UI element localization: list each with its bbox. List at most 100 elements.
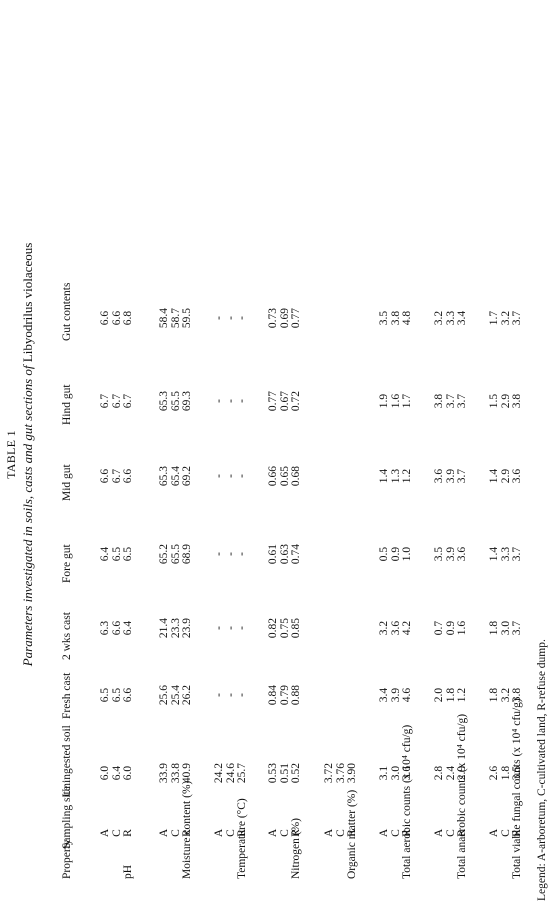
table-cell: 1.8: [499, 765, 512, 781]
sampling-site: R: [401, 829, 414, 837]
table-cell: 0.84: [267, 684, 279, 706]
table-cell: 6.4: [110, 765, 123, 781]
table-cell: 3.8: [511, 393, 524, 409]
table-cell: 3.7: [511, 310, 524, 326]
table-cell: 3.8: [433, 393, 445, 409]
table-cell: 2.9: [499, 468, 512, 484]
table-cell: 3.6: [456, 546, 469, 562]
table-cell: 3.0: [389, 765, 402, 781]
table-cell: 0.77: [290, 307, 303, 329]
table-cell: 3.5: [433, 546, 445, 562]
table-cell: 65.5: [169, 390, 182, 412]
column-header: Fore gut: [61, 544, 73, 583]
table-cell: 3.9: [444, 468, 457, 484]
table-cell: 0.9: [444, 620, 457, 636]
table-cell: 0.72: [290, 390, 303, 412]
table-cell: -: [213, 552, 225, 556]
table-cell: 6.5: [99, 687, 111, 703]
table-cell: -: [224, 693, 237, 697]
table-cell: 65.3: [158, 390, 170, 412]
table-cell: 0.75: [278, 617, 291, 639]
column-header: Mid gut: [61, 464, 73, 501]
sampling-site: C: [110, 829, 123, 837]
table-cell: -: [213, 626, 225, 630]
property-label: Total viable fungal counts (x 10⁴ cfu/g): [511, 698, 524, 879]
table-cell: 3.7: [511, 546, 524, 562]
table-cell: 3.6: [389, 620, 402, 636]
table-cell: 65.3: [158, 465, 170, 487]
table-cell: 3.7: [456, 468, 469, 484]
sampling-site: C: [334, 829, 347, 837]
table-cell: -: [224, 626, 237, 630]
sampling-site: R: [456, 829, 469, 837]
table-cell: 2.6: [488, 765, 500, 781]
table-cell: 0.82: [267, 617, 279, 639]
table-cell: 59.5: [181, 307, 194, 329]
table-cell: 6.7: [122, 393, 135, 409]
table-cell: 6.6: [122, 687, 135, 703]
table-cell: 0.66: [267, 465, 279, 487]
table-cell: 1.8: [488, 687, 500, 703]
sampling-site: C: [499, 829, 512, 837]
table-cell: -: [224, 399, 237, 403]
sampling-site: A: [488, 828, 500, 838]
table-cell: 3.9: [389, 687, 402, 703]
table-cell: 0.5: [378, 546, 390, 562]
table-cell: 6.6: [110, 310, 123, 326]
sampling-site: A: [433, 828, 445, 838]
table-cell: 2.9: [456, 765, 469, 781]
table-cell: 3.6: [401, 765, 414, 781]
table-cell: -: [236, 552, 249, 556]
table-cell: 6.6: [99, 468, 111, 484]
sampling-site: A: [323, 828, 335, 838]
table-cell: 1.7: [401, 393, 414, 409]
table-cell: 0.88: [290, 684, 303, 706]
table-cell: 25.7: [236, 762, 249, 784]
column-header: Fresh cast: [61, 672, 73, 719]
table-cell: 3.2: [499, 687, 512, 703]
table-cell: 2.9: [499, 393, 512, 409]
table-cell: 65.5: [169, 543, 182, 565]
table-cell: -: [224, 474, 237, 478]
table-cell: 1.4: [488, 468, 500, 484]
table-cell: 0.65: [278, 465, 291, 487]
table-cell: 69.2: [181, 465, 194, 487]
table-cell: 6.6: [110, 620, 123, 636]
table-cell: 0.9: [389, 546, 402, 562]
table-cell: 33.8: [169, 762, 182, 784]
table-cell: 3.4: [378, 687, 390, 703]
table-cell: 1.7: [488, 310, 500, 326]
table-cell: 3.6: [511, 468, 524, 484]
table-cell: 6.7: [110, 393, 123, 409]
table-cell: 40.9: [181, 762, 194, 784]
table-cell: 3.90: [346, 762, 359, 784]
table-cell: -: [236, 626, 249, 630]
column-header: Gut contents: [61, 282, 73, 341]
sampling-site: R: [346, 829, 359, 837]
column-header: 2 wks cast: [61, 612, 73, 660]
table-cell: 6.4: [99, 546, 111, 562]
table-cell: 0.68: [290, 465, 303, 487]
table-cell: 3.3: [444, 310, 457, 326]
table-cell: 6.7: [110, 468, 123, 484]
sampling-site: C: [444, 829, 457, 837]
table-cell: 3.7: [444, 393, 457, 409]
table-legend: Legend: A-arboretum, C-cultivated land, …: [536, 639, 548, 901]
table-cell: -: [224, 552, 237, 556]
table-cell: 58.7: [169, 307, 182, 329]
table-cell: 0.7: [433, 620, 445, 636]
table-title: Parameters investigated in soils, casts …: [20, 0, 36, 909]
sampling-site: R: [122, 829, 135, 837]
property-label: Total aerobic counts (x 10⁴ cfu/g): [401, 724, 414, 879]
table-cell: 0.53: [267, 762, 279, 784]
table-cell: 6.3: [99, 620, 111, 636]
table-cell: 3.8: [389, 310, 402, 326]
table-cell: 1.3: [389, 468, 402, 484]
table-cell: 6.5: [122, 546, 135, 562]
table-cell: 0.52: [290, 762, 303, 784]
table-cell: 1.2: [456, 687, 469, 703]
table-cell: 1.4: [378, 468, 390, 484]
sampling-site: C: [278, 829, 291, 837]
table-cell: -: [224, 316, 237, 320]
table-cell: 1.2: [401, 468, 414, 484]
